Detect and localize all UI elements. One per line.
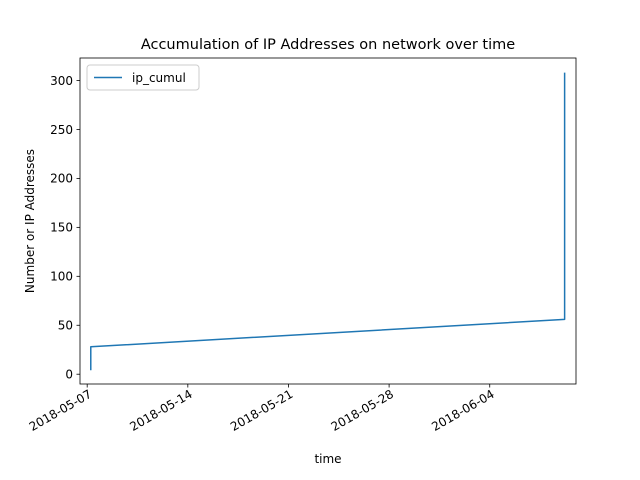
y-axis-label: Number or IP Addresses bbox=[23, 149, 37, 293]
plot-frame bbox=[79, 57, 577, 385]
y-tick-label: 300 bbox=[50, 74, 73, 88]
y-tick-label: 100 bbox=[50, 270, 73, 284]
y-tick-label: 50 bbox=[58, 319, 73, 333]
y-tick-label: 250 bbox=[50, 123, 73, 137]
x-axis-label: time bbox=[314, 452, 341, 466]
chart-title: Accumulation of IP Addresses on network … bbox=[141, 37, 515, 53]
x-tick-label: 2018-05-07 bbox=[27, 387, 94, 434]
x-tick-label: 2018-05-21 bbox=[228, 387, 295, 434]
legend-box bbox=[86, 64, 200, 91]
series-line-ip_cumul bbox=[90, 72, 566, 371]
legend-label-ip_cumul: ip_cumul bbox=[132, 71, 186, 85]
x-tick-label: 2018-06-04 bbox=[429, 387, 496, 434]
x-tick-label: 2018-05-14 bbox=[127, 387, 194, 434]
x-tick-label: 2018-05-28 bbox=[329, 387, 396, 434]
plot-area: 0 50 100 150 200 250 300 2018-05-07 2018-05-14 20… bbox=[27, 57, 577, 434]
y-tick-label: 200 bbox=[50, 172, 73, 186]
y-tick-label: 0 bbox=[65, 368, 73, 382]
y-tick-label: 150 bbox=[50, 221, 73, 235]
